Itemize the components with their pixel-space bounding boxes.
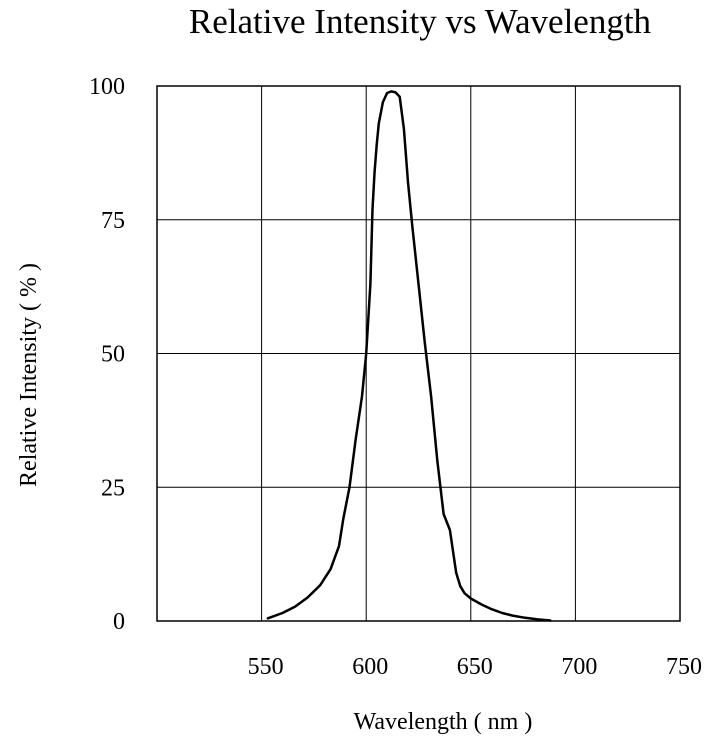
x-tick-label: 750 — [666, 654, 702, 680]
grid — [157, 86, 680, 621]
intensity-curve — [266, 90, 552, 622]
plot-frame — [156, 85, 681, 622]
y-tick-label: 50 — [101, 342, 125, 368]
y-tick-label: 100 — [89, 74, 125, 100]
x-tick-label: 550 — [248, 654, 284, 680]
y-tick-labels: 0 25 50 75 100 — [89, 74, 125, 635]
x-tick-labels: 550 600 650 700 750 — [248, 654, 702, 680]
x-tick-label: 600 — [352, 654, 388, 680]
y-tick-label: 75 — [101, 208, 125, 234]
x-tick-label: 700 — [561, 654, 597, 680]
x-axis-label: Wavelength ( nm ) — [354, 709, 533, 735]
y-tick-label: 0 — [113, 609, 125, 635]
x-tick-label: 650 — [457, 654, 493, 680]
y-tick-label: 25 — [101, 475, 125, 501]
y-axis-label: Relative Intensity ( % ) — [16, 263, 42, 487]
chart-title: Relative Intensity vs Wavelength — [188, 2, 652, 41]
